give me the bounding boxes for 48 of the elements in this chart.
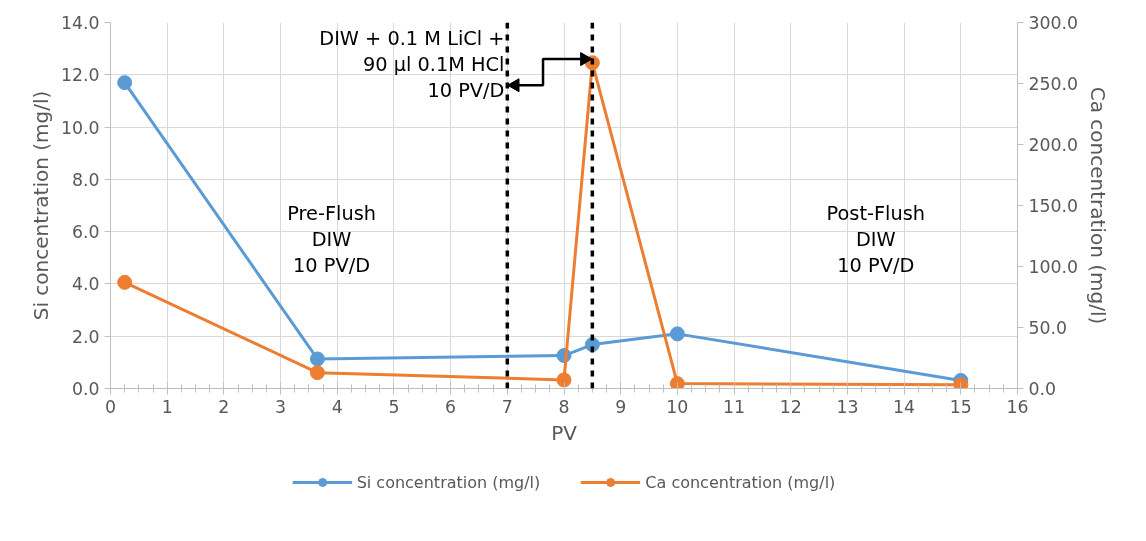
x-tick-label: 15 bbox=[949, 396, 972, 417]
legend-label: Ca concentration (mg/l) bbox=[645, 472, 836, 492]
annotation: DIW + 0.1 M LiCl + 90 μl 0.1M HCl 10 PV/D bbox=[319, 26, 505, 102]
y-tick-label: 6.0 bbox=[71, 222, 100, 243]
x-tick-label: 12 bbox=[779, 396, 802, 417]
x-tick-label: 0 bbox=[104, 396, 117, 417]
point bbox=[669, 326, 685, 342]
point bbox=[309, 365, 325, 381]
y-tick-label: 10.0 bbox=[60, 117, 100, 138]
x-tick-label: 13 bbox=[836, 396, 859, 417]
x-tick-label: 3 bbox=[275, 396, 287, 417]
y2-tick-label: 0.0 bbox=[1028, 379, 1057, 399]
y2-tick-label: 300.0 bbox=[1028, 13, 1079, 33]
y2-tick-label: 250.0 bbox=[1028, 74, 1079, 94]
x-tick-label: 16 bbox=[1006, 396, 1029, 417]
x-tick-label: 9 bbox=[615, 396, 627, 417]
x-tick-label: 4 bbox=[331, 396, 343, 417]
y2-axis-title: Ca concentration (mg/l) bbox=[1086, 86, 1111, 325]
x-tick-label: 2 bbox=[218, 396, 230, 417]
y2-tick-label: 200.0 bbox=[1028, 135, 1079, 155]
x-tick-label: 10 bbox=[666, 396, 689, 417]
point bbox=[117, 274, 133, 290]
point bbox=[953, 377, 969, 389]
x-tick-label: 1 bbox=[161, 396, 173, 417]
x-tick-label: 5 bbox=[388, 396, 400, 417]
y-tick-label: 0.0 bbox=[71, 379, 100, 399]
y-axis-title: Si concentration (mg/l) bbox=[28, 90, 53, 321]
point bbox=[669, 376, 685, 389]
point bbox=[309, 351, 325, 367]
y2-tick-label: 100.0 bbox=[1028, 257, 1079, 277]
x-tick-label: 8 bbox=[558, 396, 570, 417]
y-tick-label: 2.0 bbox=[71, 326, 100, 347]
x-tick-label: 14 bbox=[893, 396, 916, 417]
y-tick-label: 12.0 bbox=[60, 65, 100, 86]
x-axis-title: PV bbox=[551, 420, 578, 445]
point bbox=[117, 75, 133, 91]
y2-tick-label: 150.0 bbox=[1028, 196, 1079, 216]
annotation: Post-Flush DIW 10 PV/D bbox=[826, 201, 926, 278]
point bbox=[556, 372, 572, 388]
legend-label: Si concentration (mg/l) bbox=[356, 472, 541, 492]
x-tick-label: 6 bbox=[445, 396, 457, 417]
y-tick-label: 14.0 bbox=[60, 13, 100, 33]
x-tick-label: 11 bbox=[723, 396, 746, 417]
y-tick-label: 4.0 bbox=[71, 274, 100, 295]
y2-tick-label: 50.0 bbox=[1028, 318, 1068, 338]
x-tick-label: 7 bbox=[501, 396, 513, 417]
annotation: Pre-Flush DIW 10 PV/D bbox=[287, 201, 376, 278]
y-tick-label: 8.0 bbox=[71, 169, 100, 190]
